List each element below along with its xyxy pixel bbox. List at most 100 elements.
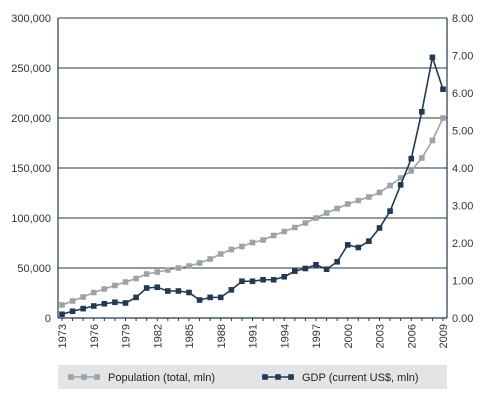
data-point: [429, 54, 436, 61]
data-point: [313, 215, 319, 221]
data-point: [101, 300, 108, 307]
legend-swatch-marker: [81, 374, 87, 380]
data-point: [260, 237, 266, 243]
data-point: [408, 168, 415, 174]
data-point: [112, 282, 118, 289]
data-point: [90, 303, 97, 309]
legend-swatch-marker: [262, 374, 268, 380]
data-point: [419, 108, 425, 115]
right-y-tick-label: 1.00: [452, 276, 473, 288]
data-point: [101, 286, 108, 292]
legend-swatch-marker: [275, 374, 281, 380]
data-point: [249, 278, 256, 285]
right-y-tick-label: 0.00: [452, 313, 473, 325]
x-tick-label: 1985: [184, 324, 196, 348]
data-point: [281, 273, 288, 280]
data-point: [270, 276, 277, 283]
legend-swatch-marker: [288, 374, 294, 380]
data-point: [440, 86, 446, 93]
data-point: [217, 294, 224, 301]
x-tick-label: 2006: [406, 324, 418, 348]
data-point: [387, 208, 393, 214]
data-point: [323, 266, 330, 273]
data-point: [165, 288, 171, 294]
data-point: [355, 244, 362, 251]
data-point: [133, 275, 139, 282]
data-point: [376, 225, 383, 231]
x-axis-ticks: 1973 1976 1979 1982 1985 1988 1991 1994 1997 2000…: [57, 318, 450, 348]
data-point: [165, 267, 171, 273]
data-point: [59, 302, 65, 308]
legend-entry: GDP (current US$, mln): [262, 372, 419, 384]
data-point: [196, 297, 203, 303]
right-y-tick-label: 7.00: [452, 51, 473, 63]
data-point: [90, 289, 97, 296]
x-tick-label: 2000: [343, 324, 355, 348]
left-y-tick-label: 300,000: [11, 13, 51, 25]
data-point: [440, 115, 446, 121]
data-point: [334, 205, 340, 212]
data-point: [429, 137, 436, 144]
legend-swatch-marker: [94, 374, 100, 380]
data-point: [397, 175, 404, 181]
data-point: [175, 288, 182, 294]
legend: Population (total, mln) GDP (current US$,…: [58, 365, 447, 389]
data-point: [122, 279, 129, 285]
data-point: [186, 289, 192, 296]
gridlines: [58, 17, 447, 269]
data-point: [196, 260, 203, 266]
x-tick-label: 1979: [121, 324, 133, 348]
data-point: [376, 189, 383, 196]
data-point: [239, 243, 245, 250]
x-tick-label: 1991: [248, 324, 260, 348]
right-y-tick-label: 8.00: [452, 13, 473, 25]
series-line: [61, 54, 444, 316]
data-point: [344, 201, 351, 207]
series-0: [59, 115, 446, 308]
data-point: [112, 299, 118, 306]
data-point: [366, 194, 372, 200]
data-point: [154, 284, 161, 291]
data-point: [228, 246, 235, 253]
data-point: [260, 276, 266, 283]
data-point: [281, 228, 288, 235]
data-point: [397, 182, 404, 188]
right-y-tick-label: 6.00: [452, 88, 473, 100]
data-point: [207, 294, 213, 301]
left-y-tick-label: 0: [45, 313, 51, 325]
right-y-tick-label: 5.00: [452, 126, 473, 138]
data-point: [313, 261, 319, 268]
x-tick-label: 1973: [57, 324, 69, 348]
data-point: [80, 305, 86, 312]
data-point: [207, 256, 213, 262]
right-y-tick-label: 4.00: [452, 163, 473, 175]
right-y-axis-ticks: 0.00 1.00 2.00 3.00 4.00 5.00 6.00 7.00 8.00: [452, 13, 473, 325]
data-point: [217, 251, 224, 257]
x-tick-label: 1988: [216, 324, 228, 348]
data-point: [292, 268, 298, 274]
data-point: [302, 220, 309, 226]
data-point: [302, 265, 309, 272]
data-point: [419, 155, 425, 161]
x-tick-label: 2003: [375, 324, 387, 348]
x-tick-label: 2009: [438, 324, 450, 348]
data-point: [270, 232, 277, 239]
data-point: [59, 311, 65, 318]
data-point: [143, 271, 150, 277]
data-point: [387, 182, 393, 189]
left-y-axis-ticks: 0 50,000 100,000 150,000 200,000 250,000 300,0…: [11, 13, 51, 325]
data-point: [80, 294, 86, 300]
left-y-tick-label: 150,000: [11, 163, 51, 175]
data-point: [292, 224, 298, 231]
data-point: [186, 263, 192, 269]
x-tick-label: 1997: [311, 324, 323, 348]
left-y-tick-label: 100,000: [11, 213, 51, 225]
data-point: [355, 197, 362, 204]
data-point: [239, 278, 245, 285]
data-point: [143, 285, 150, 291]
series-layer: [59, 54, 446, 318]
data-point: [154, 269, 161, 275]
left-y-tick-label: 200,000: [11, 113, 51, 125]
data-point: [228, 287, 235, 293]
